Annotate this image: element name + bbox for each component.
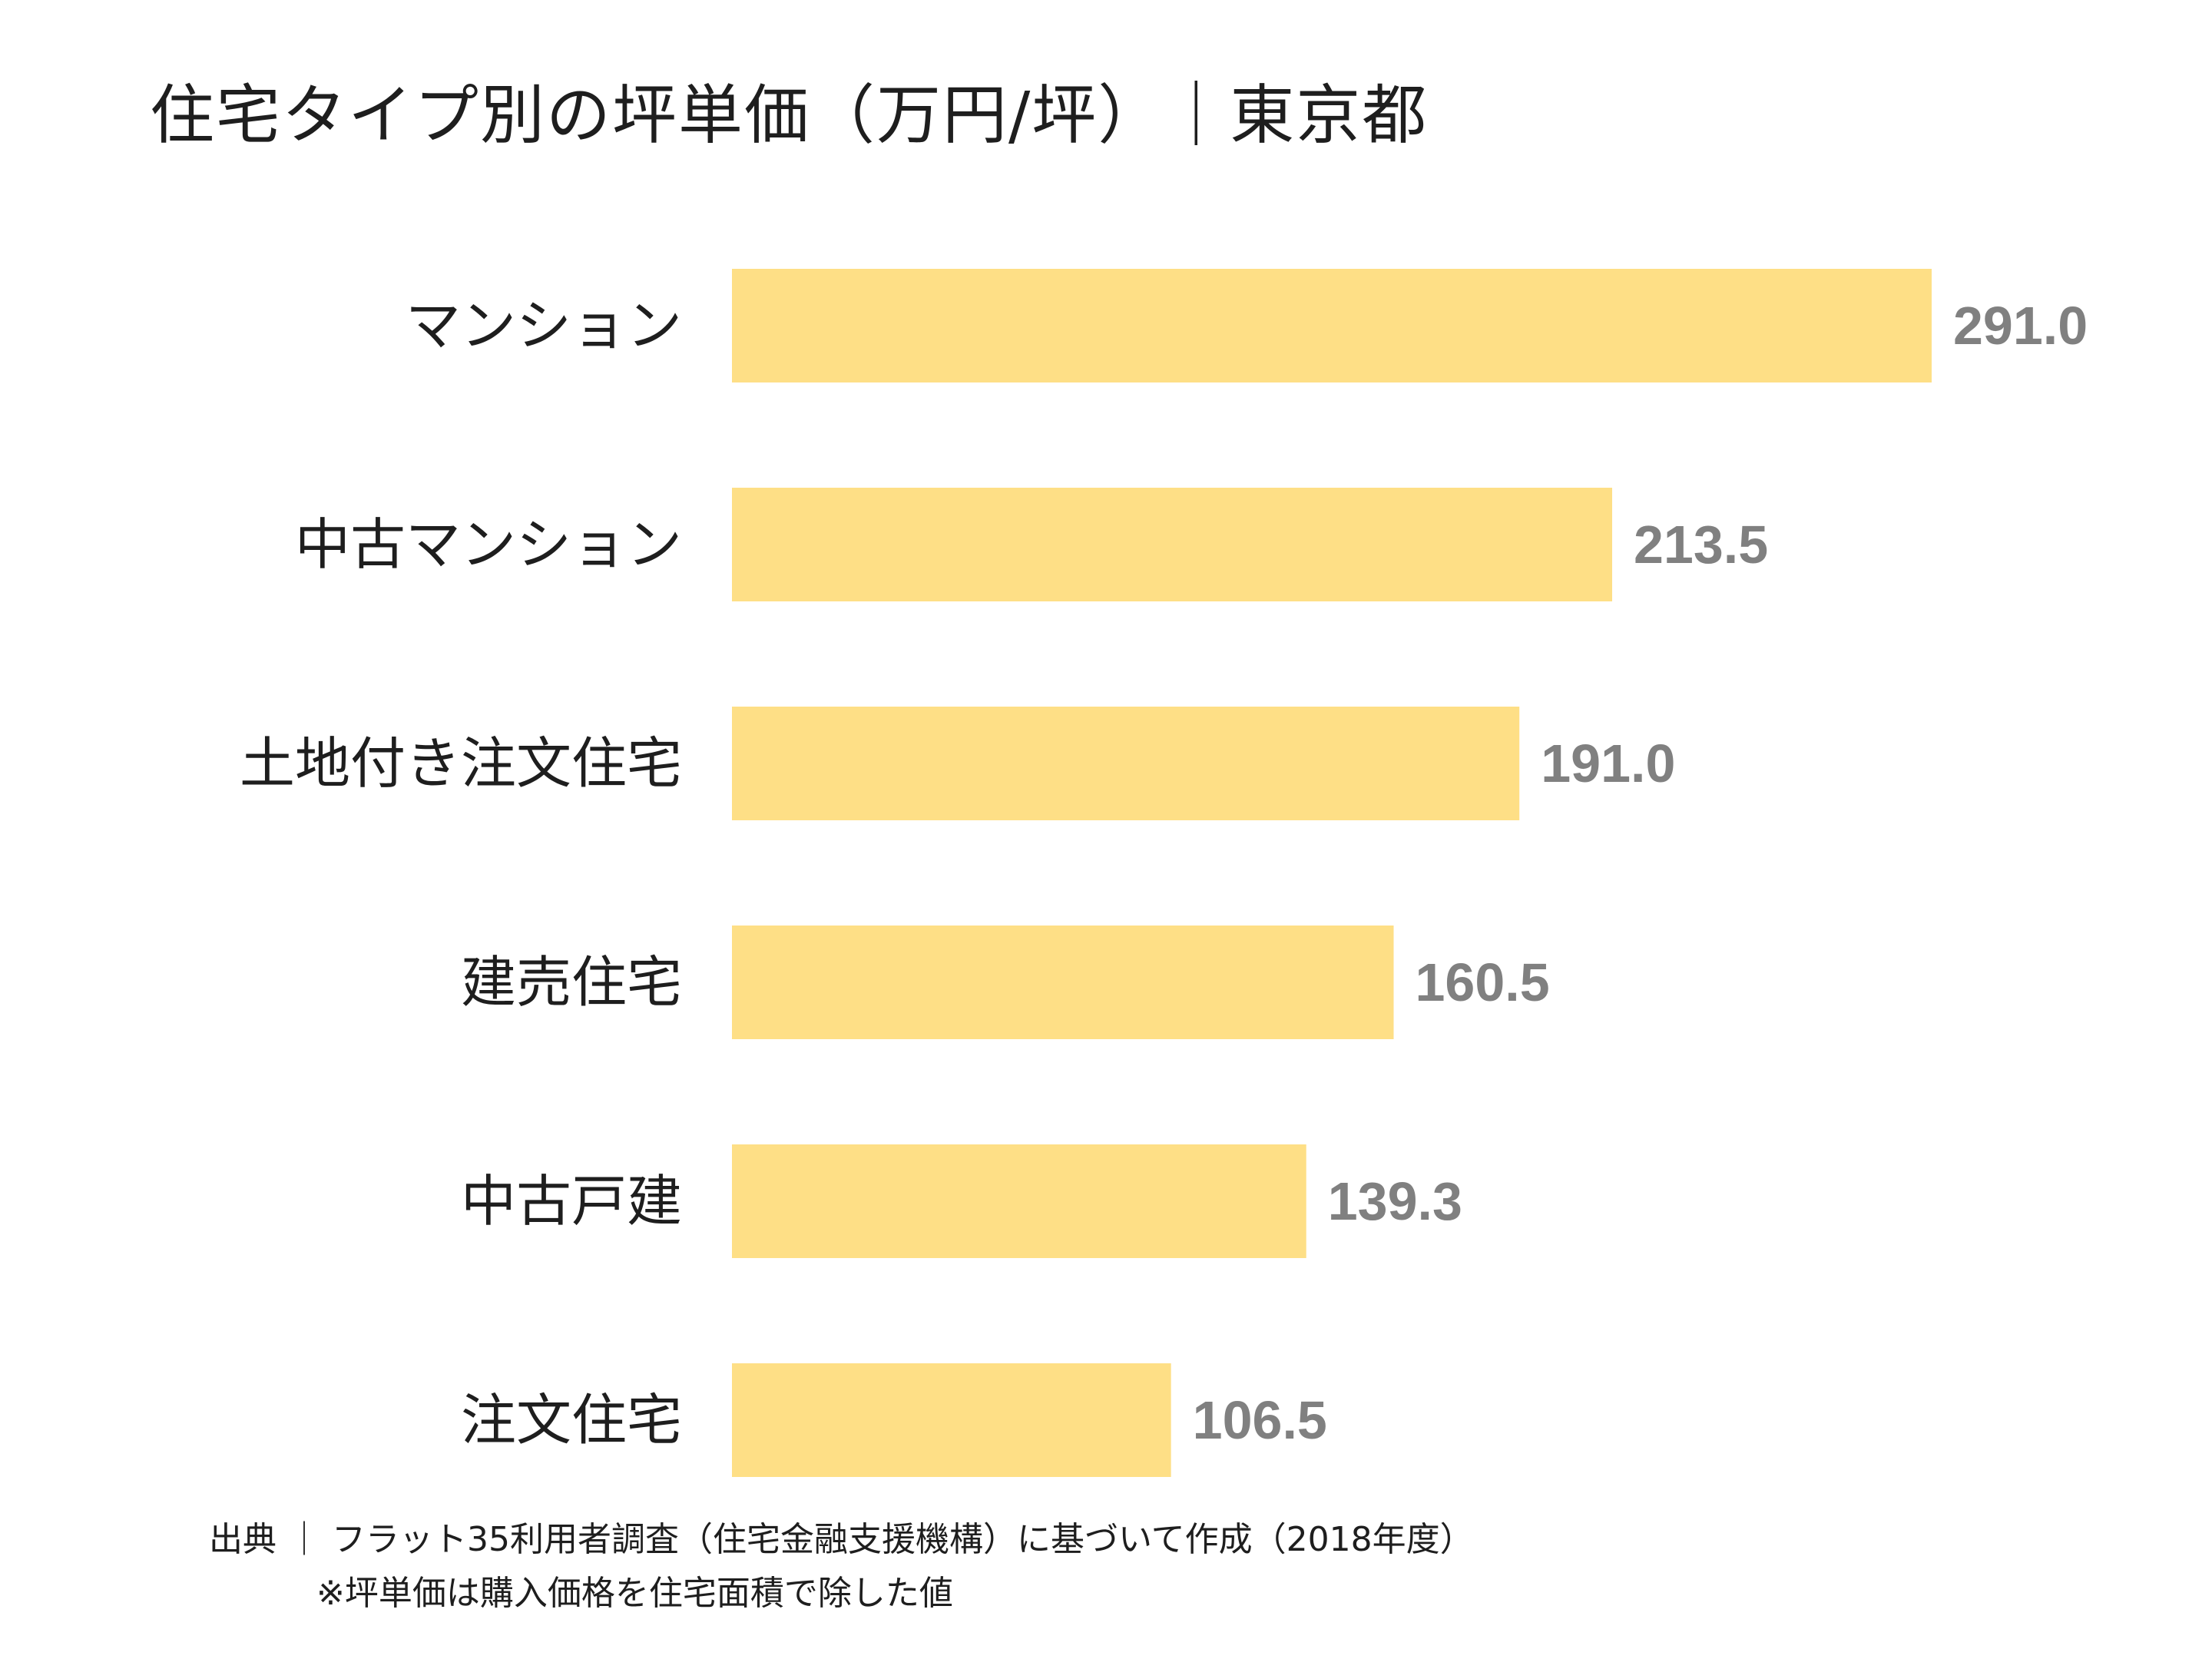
bar-3 (732, 926, 1394, 1039)
source-text: 出典 ｜ フラット35利用者調査（住宅金融支援機構）に基づいて作成（2018年度… (209, 1520, 1474, 1559)
chart-title: 住宅タイプ別の坪単価（万円/坪）｜東京都 (150, 78, 1429, 153)
bar-4 (732, 1144, 1306, 1258)
bar-0 (732, 269, 1932, 382)
bar-5 (732, 1363, 1171, 1477)
category-label-4: 中古戸建 (461, 1169, 682, 1233)
value-label-0: 291.0 (1953, 296, 2088, 356)
category-label-0: マンション (406, 293, 682, 358)
value-label-3: 160.5 (1416, 952, 1550, 1012)
category-label-2: 土地付き注文住宅 (240, 731, 682, 796)
bar-2 (732, 707, 1520, 820)
value-label-1: 213.5 (1634, 515, 1768, 575)
value-label-5: 106.5 (1193, 1390, 1327, 1450)
bar-1 (732, 488, 1613, 601)
value-label-2: 191.0 (1541, 733, 1675, 793)
category-label-1: 中古マンション (295, 512, 682, 577)
category-label-3: 建売住宅 (461, 950, 682, 1015)
note-text: ※坪単価は購入価格を住宅面積で除した値 (316, 1574, 953, 1613)
value-label-4: 139.3 (1328, 1171, 1462, 1231)
category-label-5: 注文住宅 (461, 1388, 682, 1452)
